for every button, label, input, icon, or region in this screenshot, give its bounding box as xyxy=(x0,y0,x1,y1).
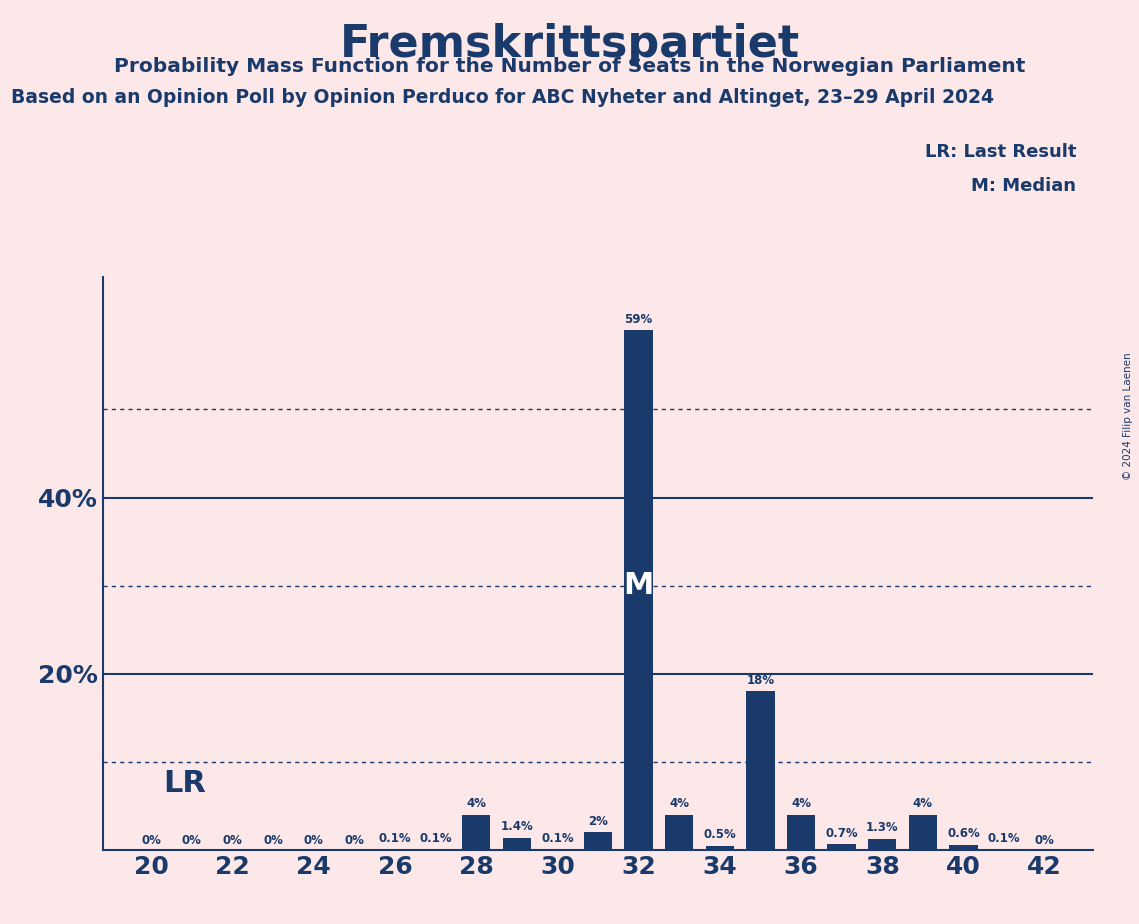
Text: 0%: 0% xyxy=(182,833,202,846)
Bar xyxy=(624,330,653,850)
Text: 59%: 59% xyxy=(624,312,653,325)
Bar xyxy=(462,815,491,850)
Text: 4%: 4% xyxy=(670,797,689,810)
Text: 18%: 18% xyxy=(746,674,775,687)
Text: 2%: 2% xyxy=(588,815,608,828)
Bar xyxy=(705,845,734,850)
Text: 0%: 0% xyxy=(222,833,243,846)
Text: 0%: 0% xyxy=(1034,833,1055,846)
Text: 0%: 0% xyxy=(304,833,323,846)
Text: 0.1%: 0.1% xyxy=(419,832,452,845)
Text: LR: Last Result: LR: Last Result xyxy=(925,143,1076,161)
Text: 4%: 4% xyxy=(466,797,486,810)
Bar xyxy=(584,833,612,850)
Bar xyxy=(909,815,937,850)
Text: 0%: 0% xyxy=(344,833,364,846)
Bar xyxy=(949,845,977,850)
Text: 0.1%: 0.1% xyxy=(541,832,574,845)
Text: Based on an Opinion Poll by Opinion Perduco for ABC Nyheter and Altinget, 23–29 : Based on an Opinion Poll by Opinion Perd… xyxy=(11,88,994,107)
Text: 0.7%: 0.7% xyxy=(826,826,858,840)
Text: 0%: 0% xyxy=(263,833,282,846)
Text: 0.5%: 0.5% xyxy=(704,828,736,841)
Bar xyxy=(787,815,816,850)
Text: M: M xyxy=(623,571,654,601)
Text: © 2024 Filip van Laenen: © 2024 Filip van Laenen xyxy=(1123,352,1133,480)
Text: LR: LR xyxy=(163,770,206,798)
Text: 4%: 4% xyxy=(790,797,811,810)
Text: 1.4%: 1.4% xyxy=(500,821,533,833)
Bar xyxy=(502,838,531,850)
Text: 0%: 0% xyxy=(141,833,162,846)
Bar xyxy=(665,815,694,850)
Text: 4%: 4% xyxy=(912,797,933,810)
Text: 1.3%: 1.3% xyxy=(866,821,899,834)
Text: Fremskrittspartiet: Fremskrittspartiet xyxy=(339,23,800,67)
Bar xyxy=(827,844,855,850)
Bar xyxy=(746,691,775,850)
Text: 0.1%: 0.1% xyxy=(378,832,411,845)
Text: Probability Mass Function for the Number of Seats in the Norwegian Parliament: Probability Mass Function for the Number… xyxy=(114,57,1025,77)
Bar xyxy=(868,839,896,850)
Text: 0.1%: 0.1% xyxy=(988,832,1021,845)
Text: M: Median: M: Median xyxy=(972,177,1076,195)
Text: 0.6%: 0.6% xyxy=(948,827,980,841)
